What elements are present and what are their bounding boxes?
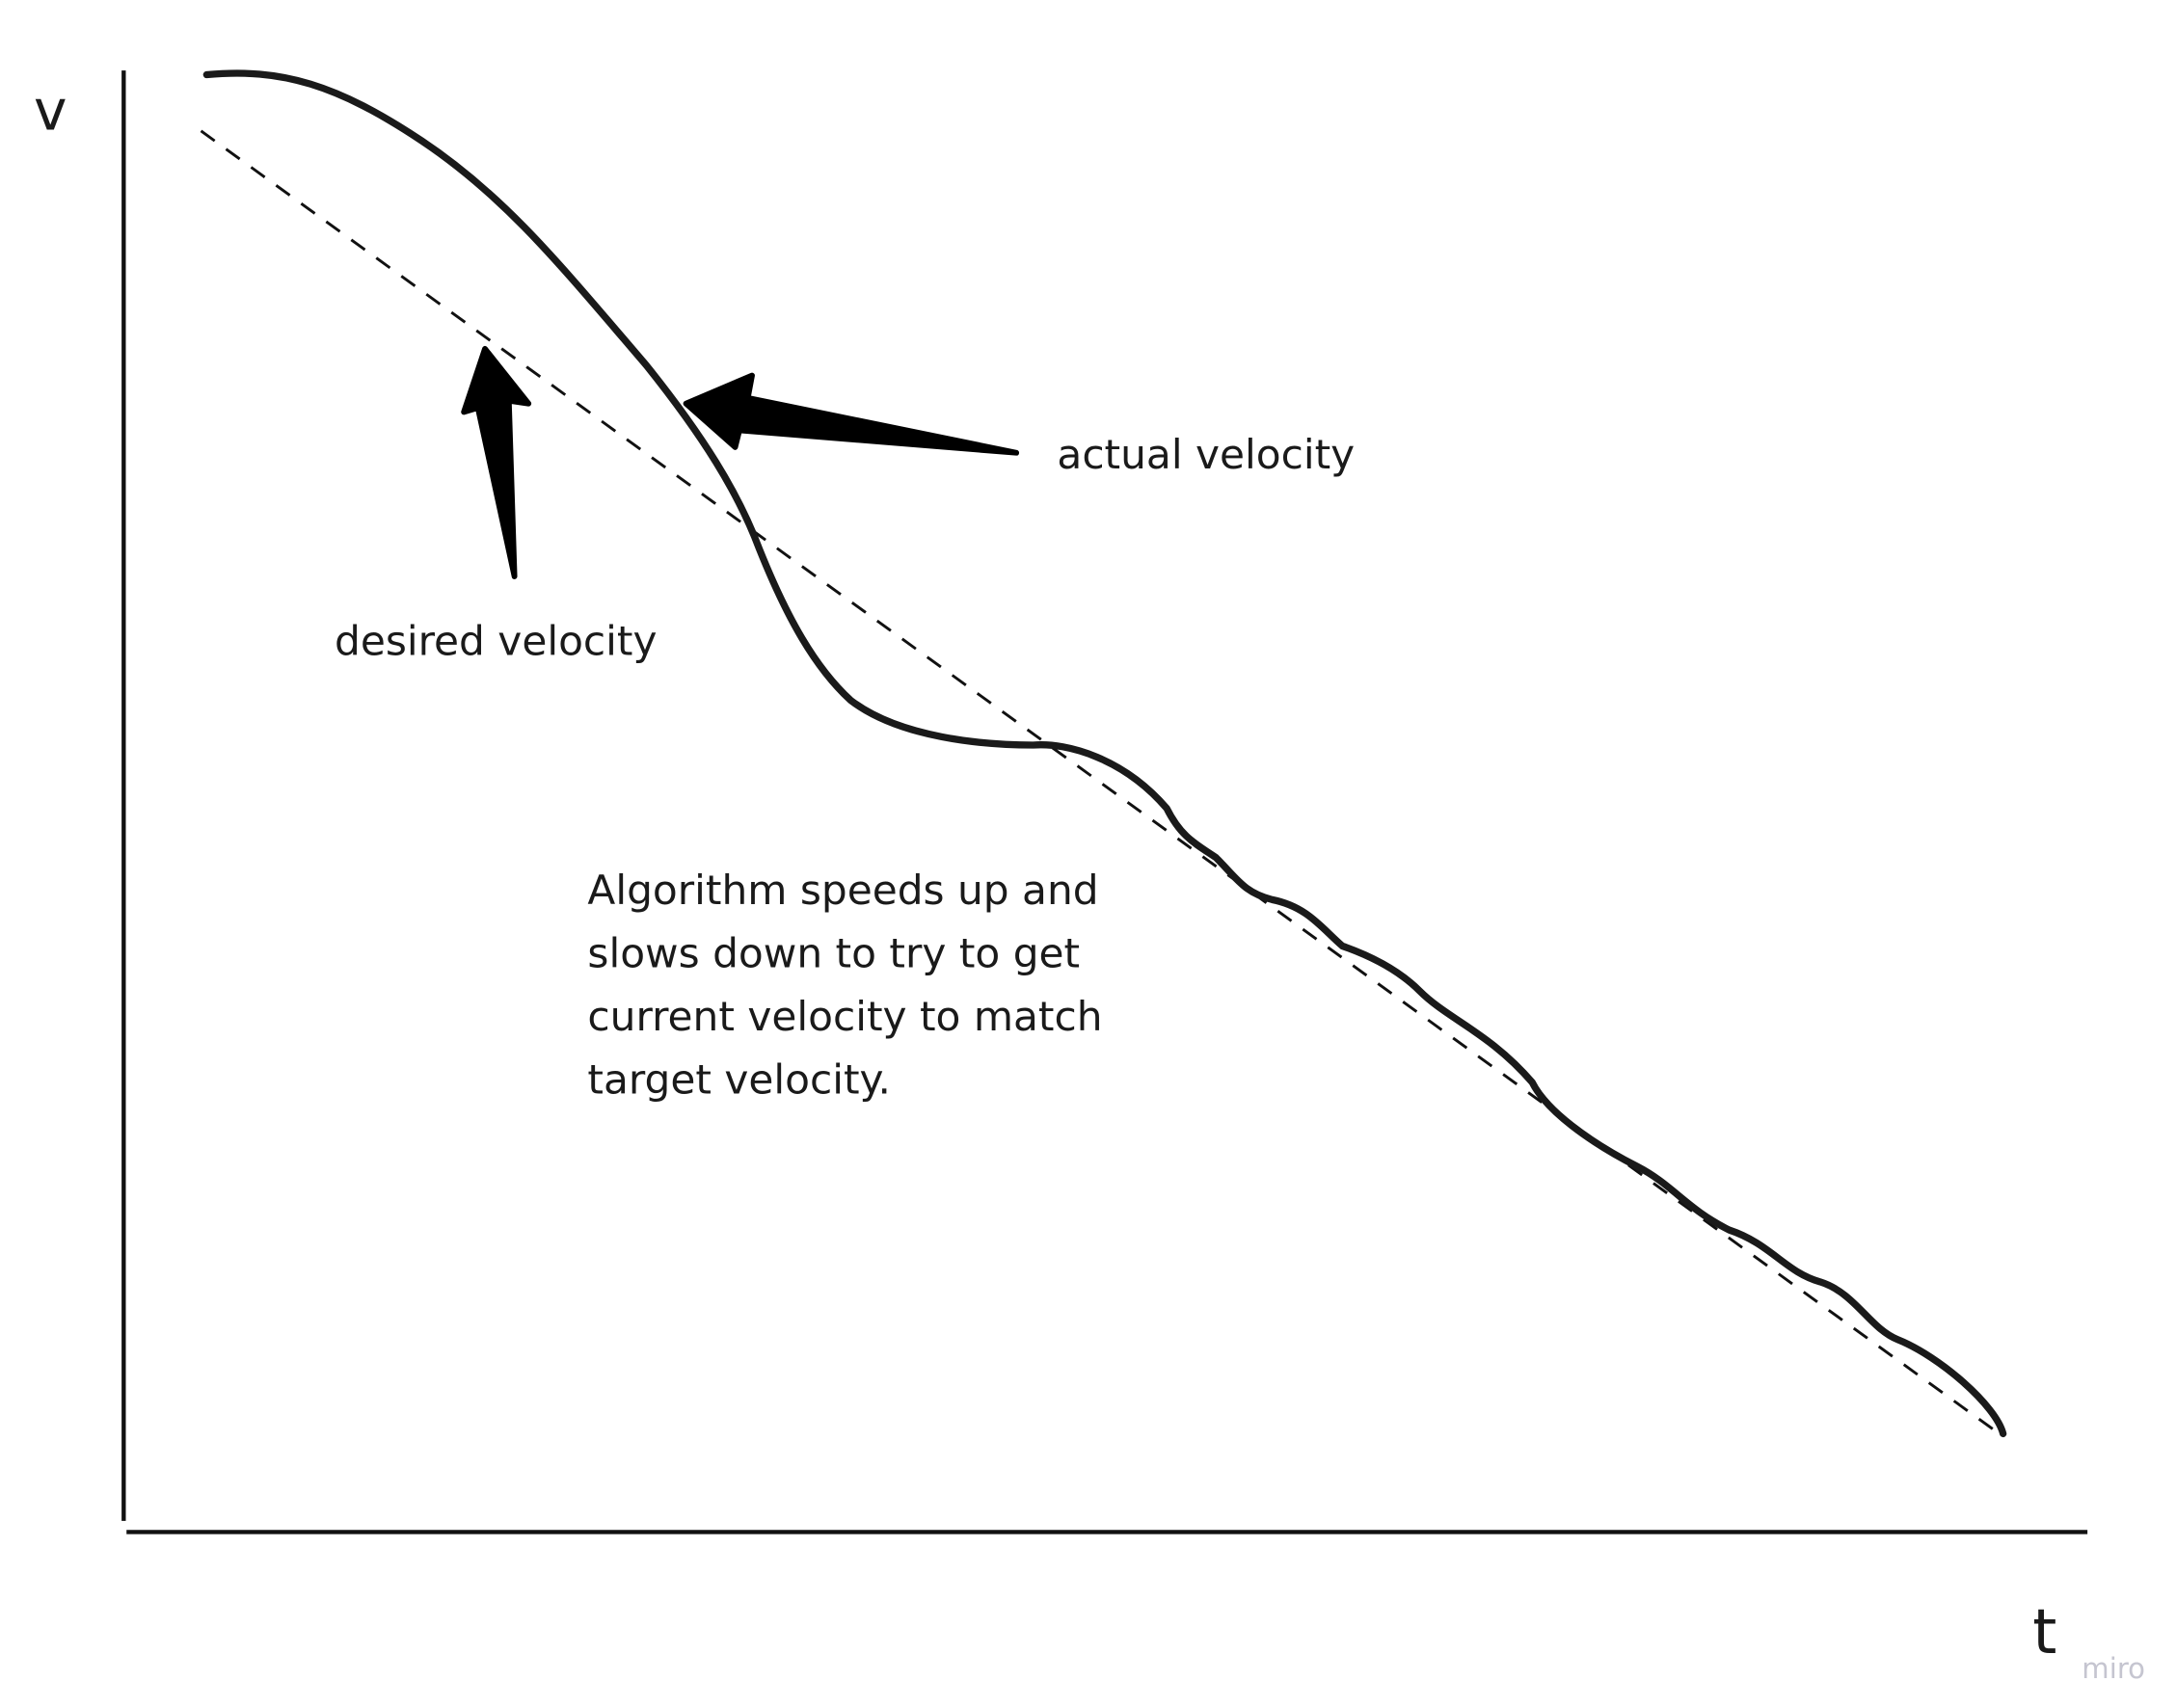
miro-watermark: miro [2082, 1652, 2145, 1685]
y-axis-label: v [34, 77, 67, 143]
x-axis-label: t [2032, 1596, 2056, 1668]
note-line: slows down to try to get [587, 929, 1080, 976]
note-line: current velocity to match [587, 993, 1102, 1040]
desired-velocity-line [200, 129, 2004, 1438]
actual-velocity-arrow [683, 372, 1020, 456]
explanation-note: Algorithm speeds up and slows down to tr… [587, 867, 1102, 1104]
note-line: target velocity. [587, 1056, 891, 1104]
actual-velocity-curve [202, 69, 2007, 1438]
actual-velocity-label: actual velocity [1057, 431, 1355, 478]
desired-velocity-arrow [461, 345, 532, 579]
desired-velocity-label: desired velocity [335, 618, 658, 665]
note-line: Algorithm speeds up and [587, 867, 1098, 914]
